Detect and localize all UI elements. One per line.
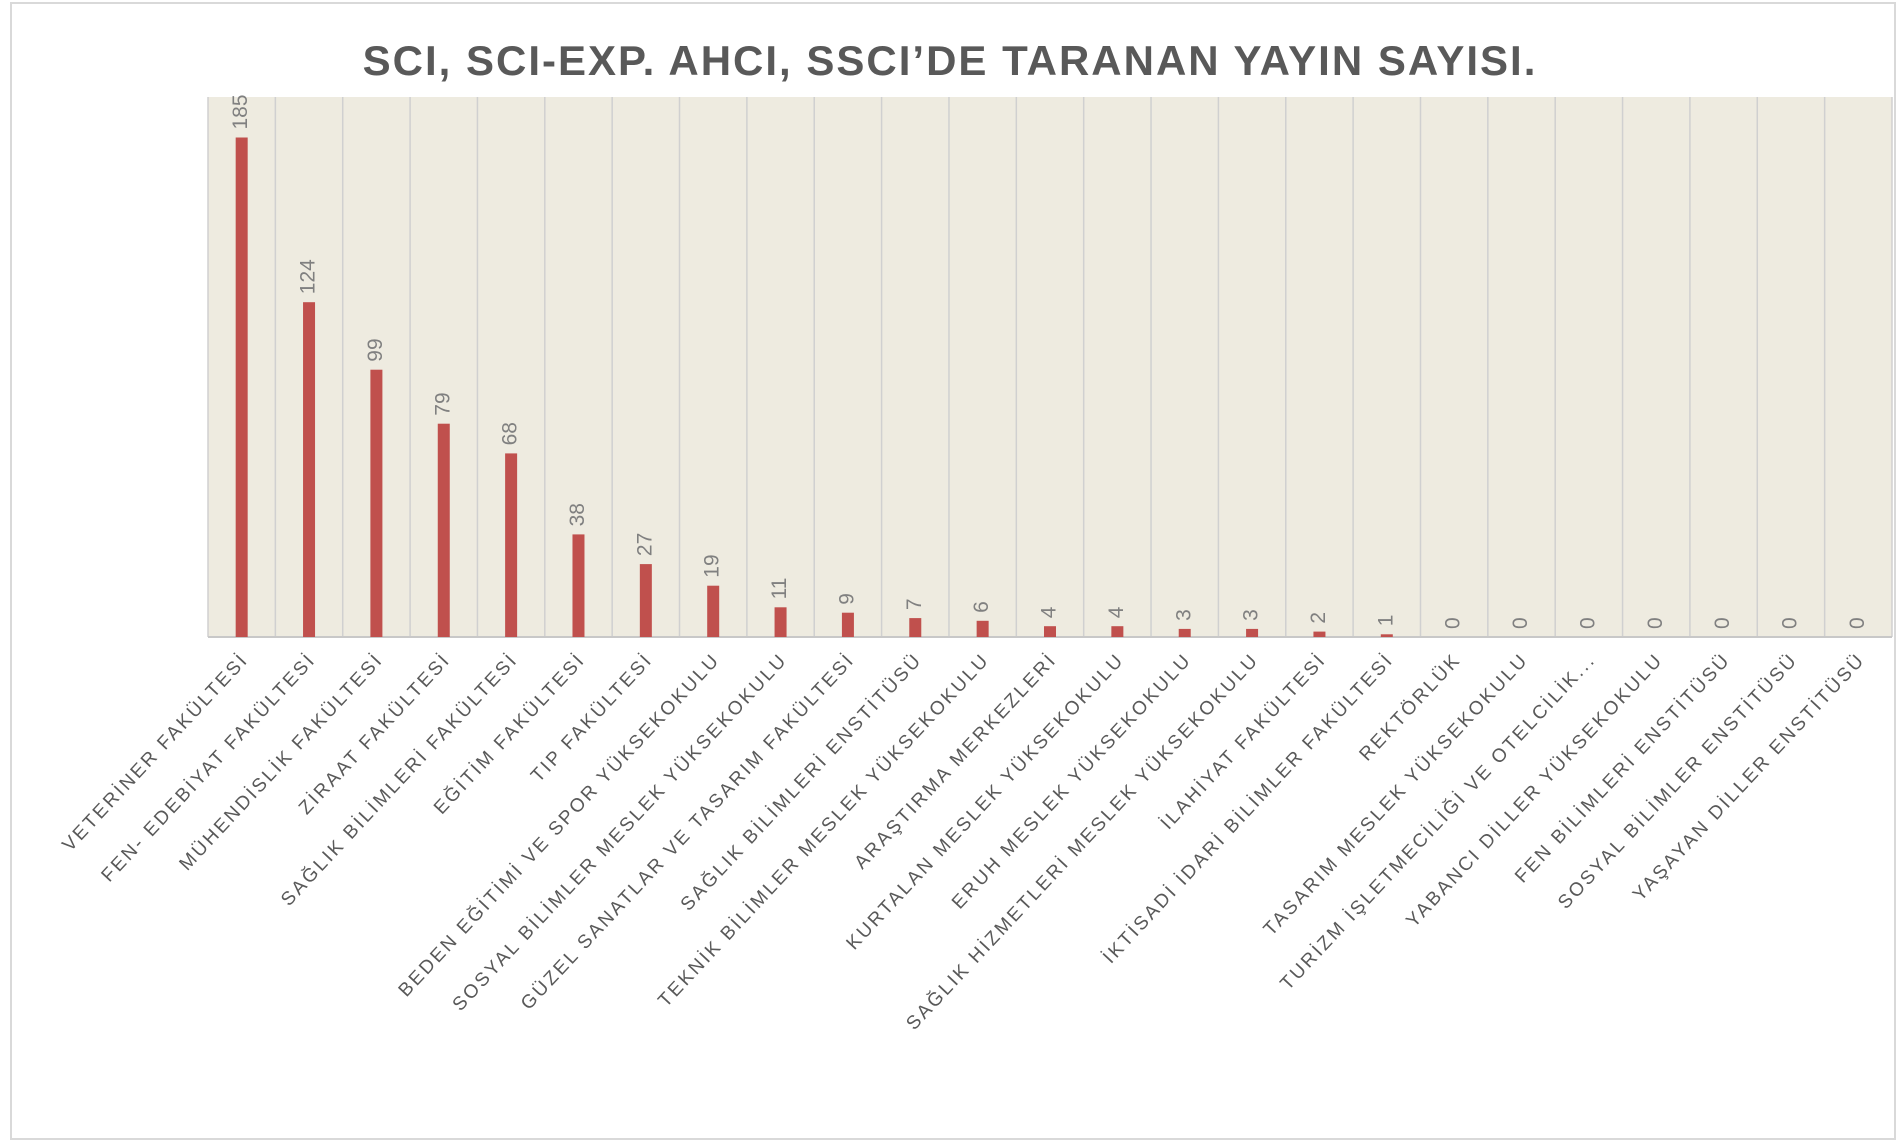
data-label: 124 <box>297 259 320 294</box>
bar <box>437 423 450 637</box>
bar <box>774 607 787 637</box>
data-label: 99 <box>364 338 387 361</box>
bar <box>370 369 383 637</box>
data-label: 185 <box>229 94 252 129</box>
data-label: 0 <box>1576 617 1599 629</box>
bar <box>235 137 248 637</box>
bar <box>707 585 720 637</box>
bar <box>1111 626 1124 637</box>
data-label: 79 <box>431 392 454 415</box>
bar <box>1380 634 1393 637</box>
data-label: 0 <box>1711 617 1734 629</box>
bar <box>976 620 989 637</box>
data-label: 7 <box>903 598 926 610</box>
data-label: 2 <box>1307 612 1330 624</box>
bar <box>841 612 854 637</box>
data-label: 1 <box>1374 615 1397 627</box>
bar <box>1313 631 1326 637</box>
data-label: 27 <box>633 533 656 556</box>
bar <box>909 618 922 637</box>
bar <box>505 453 518 637</box>
data-label: 68 <box>499 422 522 445</box>
data-label: 3 <box>1172 609 1195 621</box>
plot-area <box>208 97 1892 637</box>
data-label: 0 <box>1644 617 1667 629</box>
data-label: 0 <box>1779 617 1802 629</box>
data-label: 0 <box>1442 617 1465 629</box>
data-label: 6 <box>970 601 993 613</box>
data-label: 4 <box>1105 606 1128 618</box>
data-label: 38 <box>566 503 589 526</box>
bar <box>303 302 316 637</box>
bar <box>1044 626 1056 637</box>
data-label: 11 <box>768 577 791 599</box>
data-label: 4 <box>1038 606 1061 618</box>
bar <box>1246 628 1259 637</box>
bar <box>639 564 652 637</box>
data-label: 3 <box>1240 609 1263 621</box>
bar <box>572 534 585 637</box>
bar <box>1178 628 1191 637</box>
chart-title: SCI, SCI-EXP. AHCI, SSCI’DE TARANAN YAYI… <box>363 37 1538 84</box>
data-label: 19 <box>701 554 724 577</box>
data-label: 0 <box>1509 617 1532 629</box>
data-label: 0 <box>1846 617 1869 629</box>
data-label: 9 <box>835 593 858 605</box>
